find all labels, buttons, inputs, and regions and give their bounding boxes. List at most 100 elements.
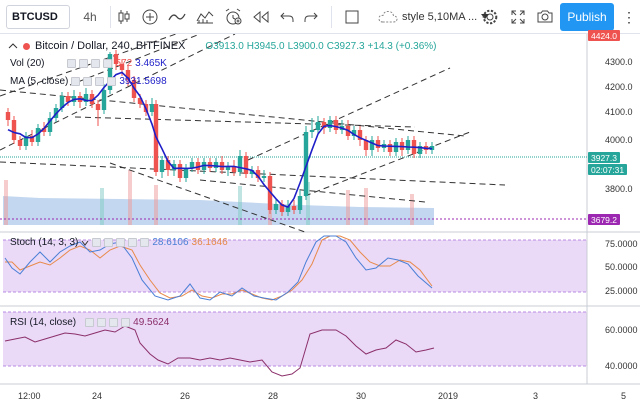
ma-legend[interactable]: MA (5, close) 3931.5698	[10, 76, 167, 87]
more-options-icon[interactable]: ⋮	[622, 8, 636, 25]
settings-button[interactable]	[478, 0, 502, 34]
indicators-icon	[168, 13, 186, 20]
bar-style-icon	[118, 9, 130, 24]
alert-button[interactable]	[219, 0, 247, 34]
interval-label: 4h	[83, 9, 97, 24]
eye-icon[interactable]	[85, 318, 95, 327]
ma-value: 3931.5698	[119, 76, 167, 87]
chart-template-selector[interactable]: style 5,10MA ...	[372, 10, 495, 23]
candle-body	[137, 98, 143, 104]
stoch-label: Stoch (14, 3, 3)	[10, 237, 79, 248]
main-legend[interactable]: Bitcoin / Dollar, 240, BITFINEX O3913.0 …	[8, 40, 436, 52]
trend-line[interactable]	[69, 33, 201, 86]
stoch-d-value: 36.1646	[191, 237, 228, 248]
time-tick: 2019	[438, 391, 459, 401]
trend-line[interactable]	[199, 179, 426, 203]
settings-icon[interactable]	[104, 238, 114, 247]
volume-legend[interactable]: Vol (20) 572 3.465K	[10, 58, 167, 69]
more-icon[interactable]	[107, 77, 117, 86]
last-price-label: 3927.3	[591, 152, 617, 163]
candle-body	[125, 70, 131, 80]
rsi-tick: 40.0000	[605, 361, 638, 371]
symbol-dot-icon	[23, 42, 30, 50]
replay-button[interactable]	[247, 0, 275, 34]
chart-canvas[interactable]	[0, 33, 640, 406]
eye-icon[interactable]	[92, 238, 102, 247]
rsi-value: 49.5624	[133, 317, 170, 328]
collapse-icon[interactable]	[8, 41, 18, 51]
interval-button[interactable]: 4h	[70, 0, 110, 34]
publish-label: Publish	[567, 10, 607, 24]
trend-line[interactable]	[74, 116, 416, 128]
close-icon[interactable]	[116, 238, 126, 247]
low-price-badge: 3679.2	[588, 214, 620, 225]
compare-button[interactable]	[137, 0, 163, 34]
candle-body	[195, 162, 201, 170]
close-icon[interactable]	[109, 318, 119, 327]
candle-body	[35, 128, 41, 142]
candle-body	[387, 144, 393, 152]
cloud-icon	[378, 10, 398, 23]
rsi-legend[interactable]: RSI (14, close) 49.5624	[10, 317, 169, 328]
close-icon[interactable]	[91, 59, 101, 68]
stoch-legend[interactable]: Stoch (14, 3, 3) 28.6106 36.1646	[10, 237, 228, 248]
settings-icon[interactable]	[83, 77, 93, 86]
candle-body	[225, 166, 231, 170]
more-icon[interactable]	[128, 238, 138, 247]
settings-icon[interactable]	[97, 318, 107, 327]
fullscreen-button[interactable]	[504, 0, 532, 34]
chevron-down-icon[interactable]	[81, 240, 89, 246]
indicators-button[interactable]	[163, 0, 191, 34]
eye-icon[interactable]	[67, 59, 77, 68]
eye-icon[interactable]	[71, 77, 81, 86]
volume-bar	[154, 185, 158, 225]
candle-body	[107, 54, 113, 90]
publish-button[interactable]: Publish	[560, 3, 614, 31]
volume-bar	[100, 188, 104, 225]
candle-body	[297, 196, 303, 210]
candle-body	[11, 120, 17, 140]
trend-line[interactable]	[109, 162, 306, 233]
candle-body	[101, 90, 107, 110]
template-label: style 5,10MA ...	[402, 10, 478, 23]
fullscreen-toggle[interactable]	[332, 0, 372, 34]
toolbar-divider	[110, 5, 111, 28]
time-tick: 5	[621, 391, 627, 401]
snapshot-button[interactable]	[532, 0, 558, 34]
volume-bar	[346, 190, 350, 225]
templates-button[interactable]	[191, 0, 219, 34]
settings-icon[interactable]	[79, 59, 89, 68]
volume-area	[3, 196, 434, 225]
price-tick: 4300.0	[605, 57, 633, 67]
time-tick: 24	[92, 391, 103, 401]
low-price-label: 3679.2	[591, 214, 617, 225]
countdown-label: 02:07:31	[591, 164, 625, 175]
replay-icon	[253, 10, 269, 23]
candle-body	[65, 96, 71, 102]
symbol-search[interactable]: BTCUSD	[6, 4, 70, 29]
stoch-band	[3, 240, 587, 292]
add-compare-icon	[142, 9, 158, 24]
trend-line[interactable]	[0, 89, 466, 137]
price-tick: 4200.0	[605, 82, 633, 92]
volume-value: 572	[115, 58, 133, 69]
candle-body	[59, 96, 65, 108]
candle-body	[183, 168, 189, 178]
stoch-tick: 50.0000	[605, 262, 638, 272]
rsi-tick: 60.0000	[605, 325, 638, 335]
bar-style-button[interactable]	[111, 0, 137, 34]
close-icon[interactable]	[95, 77, 105, 86]
more-icon[interactable]	[103, 59, 113, 68]
trend-line[interactable]	[247, 67, 451, 161]
redo-button[interactable]	[299, 0, 323, 34]
move-icon[interactable]	[140, 238, 150, 247]
candle-body	[417, 146, 423, 154]
candlesticks[interactable]	[5, 50, 435, 216]
more-icon[interactable]	[121, 318, 131, 327]
undo-button[interactable]	[275, 0, 299, 34]
stoch-k-line	[4, 235, 433, 301]
candle-body	[113, 54, 119, 64]
last-price-badge: 3927.3	[588, 152, 620, 163]
chart-area[interactable]: Bitcoin / Dollar, 240, BITFINEX O3913.0 …	[0, 30, 640, 406]
candle-body	[285, 206, 291, 212]
